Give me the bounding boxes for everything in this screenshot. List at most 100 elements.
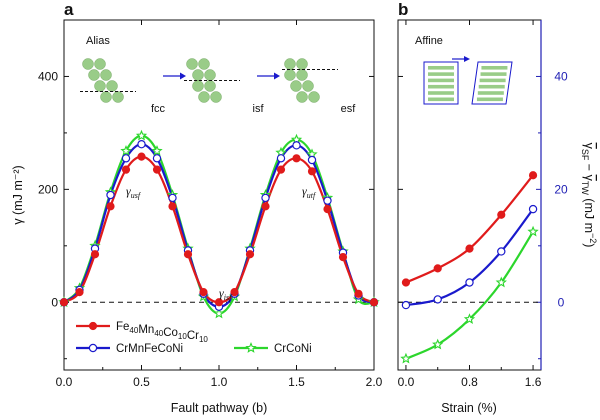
legend-marker <box>88 343 98 353</box>
panel-b-x-tick-label: 0.8 <box>461 375 478 389</box>
atom-icon <box>186 58 198 70</box>
atomic-plane <box>428 97 454 102</box>
lattice-box <box>423 61 459 105</box>
panel-b-point-CrCoNi <box>463 313 476 325</box>
panel-a-point-Fe40Mn40Co10Cr10 <box>75 287 84 297</box>
fcc-atom-stack <box>80 58 136 103</box>
panel-a-point-Fe40Mn40Co10Cr10 <box>106 202 115 211</box>
panel-a-point-CrMnFeCoNi <box>292 141 301 150</box>
panel-b-inset-title: Affine <box>415 35 443 47</box>
strained-lattice-icon <box>471 61 513 105</box>
panel-b-point-CrCoNi <box>495 276 507 288</box>
panel-b-point-CrMnFeCoNi <box>497 247 506 256</box>
panel-a-y-tick-label: 400 <box>38 69 58 83</box>
panel-a-series-line-Fe40Mn40Co10Cr10 <box>63 155 375 304</box>
panel-a-y-axis-title: γ (mJ m⁻²) <box>11 165 25 224</box>
panel-a-x-tick-label: 1.0 <box>211 375 228 389</box>
atomic-plane <box>479 78 506 83</box>
panel-a-x-tick-label: 2.0 <box>366 375 383 389</box>
atomic-plane <box>480 72 507 76</box>
panel-a-point-Fe40Mn40Co10Cr10 <box>276 165 286 174</box>
panel-b-point-Fe40Mn40Co10Cr10 <box>497 210 506 219</box>
panel-a-point-Fe40Mn40Co10Cr10 <box>323 205 332 214</box>
isf-atom-stack <box>184 58 240 103</box>
panel-a-point-CrMnFeCoNi <box>276 154 286 163</box>
annotation-gamma-usf: γusf <box>126 184 142 200</box>
panel-a-point-Fe40Mn40Co10Cr10 <box>183 250 193 259</box>
atomic-plane <box>478 84 505 89</box>
transition-arrow-icon-head <box>180 72 186 80</box>
atom-icon <box>192 69 204 81</box>
panel-a-point-Fe40Mn40Co10Cr10 <box>369 298 379 307</box>
panel-a-point-Fe40Mn40Co10Cr10 <box>230 287 239 297</box>
panel-b-x-tick-label: 0.0 <box>398 375 415 389</box>
panel-a-y-tick-label: 200 <box>38 182 58 196</box>
panel-a-point-Fe40Mn40Co10Cr10 <box>261 202 270 211</box>
panel-b-point-CrCoNi <box>527 225 539 237</box>
panel-b-point-CrCoNi <box>432 338 444 350</box>
panel-b-point-CrCoNi <box>400 352 412 364</box>
panel-b-point-Fe40Mn40Co10Cr10 <box>433 264 442 273</box>
panel-b-x-tick-label: 1.6 <box>525 375 542 389</box>
panel-b: 0.0 0.8 1.6 0 20 40 Affine Strain (%) γSF − γ… <box>397 19 598 415</box>
panel-a-point-Fe40Mn40Co10Cr10 <box>90 250 100 259</box>
panel-a-point-CrMnFeCoNi <box>121 154 131 163</box>
panel-a-point-Fe40Mn40Co10Cr10 <box>354 289 363 298</box>
esf-atom-stack <box>282 58 338 103</box>
panel-a-point-CrMnFeCoNi <box>261 193 270 203</box>
legend-item-CrCoNi: CrCoNi <box>234 342 312 355</box>
panel-a-point-Fe40Mn40Co10Cr10 <box>168 202 177 211</box>
panel-b-point-Fe40Mn40Co10Cr10 <box>465 244 474 253</box>
panel-a-x-tick-label: 0.5 <box>133 375 150 389</box>
panel-a-series-line-CrMnFeCoNi <box>63 143 375 308</box>
inset-label-isf: isf <box>253 103 265 115</box>
atomic-plane <box>481 66 508 70</box>
panel-a-point-Fe40Mn40Co10Cr10 <box>292 154 301 163</box>
legend-label: Fe40Mn40Co10Cr10 <box>116 321 208 344</box>
atomic-plane <box>428 84 454 89</box>
atom-icon <box>284 58 296 70</box>
panel-a-y-tick-label: 0 <box>51 295 58 309</box>
panel-a-point-Fe40Mn40Co10Cr10 <box>121 165 131 174</box>
panel-a-point-Fe40Mn40Co10Cr10 <box>307 167 317 176</box>
panel-a-point-Fe40Mn40Co10Cr10 <box>152 165 162 174</box>
legend-label: CrMnFeCoNi <box>116 343 183 355</box>
panel-a-point-CrCoNi <box>135 129 148 141</box>
panel-a-point-CrCoNi <box>151 145 163 156</box>
panel-a-point-CrMnFeCoNi <box>137 139 146 149</box>
atomic-plane <box>477 91 504 95</box>
panel-a-point-CrMnFeCoNi <box>323 196 332 205</box>
panel-a: 0.0 0.5 1.0 1.5 2.0 0 200 400 Alias fcc isf esf γu… <box>11 19 383 415</box>
panel-a-point-Fe40Mn40Co10Cr10 <box>59 298 69 307</box>
atom-icon <box>210 91 222 103</box>
atomic-plane <box>428 66 454 70</box>
annotation-sub: usf <box>131 191 142 200</box>
panel-b-x-axis-title: Strain (%) <box>441 401 497 415</box>
panel-a-inset-title: Alias <box>86 35 110 47</box>
atom-icon <box>204 80 216 92</box>
panel-a-point-CrCoNi <box>120 145 132 156</box>
atom-icon <box>100 69 112 81</box>
legend-label: CrCoNi <box>274 343 312 355</box>
atomic-plane <box>428 72 454 76</box>
panel-b-y-tick-label: 40 <box>554 69 568 83</box>
atom-icon <box>94 58 106 70</box>
panel-a-x-tick-label: 0.0 <box>56 375 73 389</box>
atom-icon <box>296 69 308 81</box>
atom-icon <box>308 91 320 103</box>
panel-letter-a: a <box>64 0 74 19</box>
panel-b-point-Fe40Mn40Co10Cr10 <box>528 171 538 180</box>
panel-letter-b: b <box>398 0 408 19</box>
panel-a-point-Fe40Mn40Co10Cr10 <box>199 287 208 297</box>
panel-b-y-axis-title: γSF − γTW (mJ m−2) <box>580 143 598 248</box>
legend-marker <box>245 342 257 353</box>
annotation-sub: utf <box>307 191 317 200</box>
panel-b-point-CrMnFeCoNi <box>465 278 474 287</box>
atom-icon <box>204 69 216 81</box>
panel-a-point-Fe40Mn40Co10Cr10 <box>245 250 255 259</box>
legend-item-Fe40Mn40Co10Cr10: Fe40Mn40Co10Cr10 <box>76 321 208 344</box>
panel-a-point-CrMnFeCoNi <box>307 155 317 165</box>
legend-marker <box>88 321 98 331</box>
transition-arrow-icon-head <box>274 72 280 80</box>
